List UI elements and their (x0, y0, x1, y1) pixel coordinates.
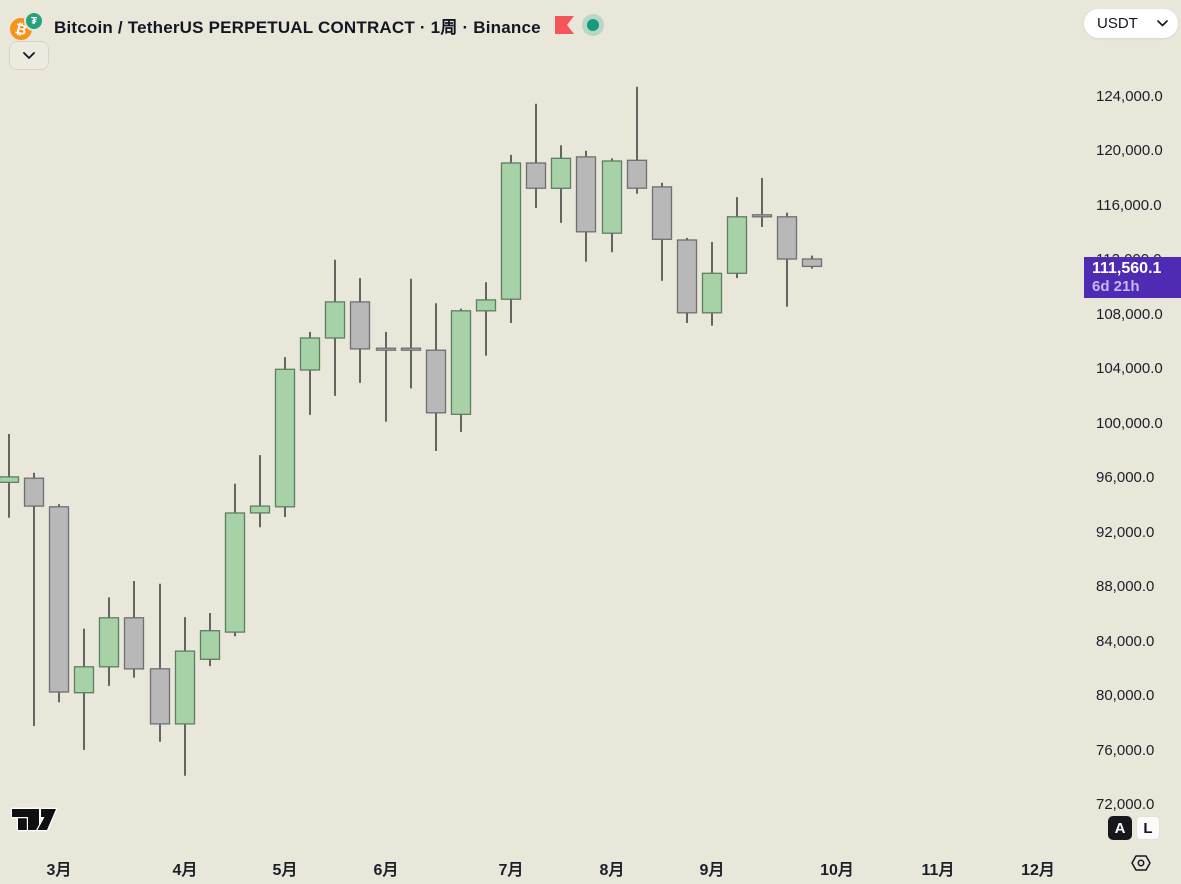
tradingview-logo[interactable] (11, 806, 59, 834)
price-tick-label: 72,000.0 (1096, 796, 1155, 813)
market-status-dot (586, 19, 599, 31)
candle (98, 597, 120, 686)
month-tick-label: 5月 (272, 862, 298, 879)
candle (475, 282, 497, 356)
axis-settings-icon[interactable] (1130, 853, 1152, 873)
candle (575, 150, 597, 262)
candle (525, 103, 547, 208)
price-tick-label: 120,000.0 (1096, 142, 1163, 160)
month-tick-label: 4月 (172, 862, 198, 879)
last-price-countdown-badge: 111,560.1 6d 21h (1084, 257, 1181, 298)
price-tick-label: 76,000.0 (1096, 741, 1155, 759)
candle (73, 628, 95, 750)
candle (400, 278, 422, 389)
candle (224, 483, 246, 637)
candle (299, 331, 321, 415)
month-tick-label: 7月 (498, 862, 524, 879)
price-axis[interactable]: 124,000.0120,000.0116,000.0112,000.0108,… (1080, 0, 1181, 884)
flag-icon[interactable] (554, 16, 574, 34)
symbol-title[interactable]: Bitcoin / TetherUS PERPETUAL CONTRACT · … (54, 17, 541, 37)
month-tick-label: 11月 (921, 862, 955, 879)
candle (701, 242, 723, 326)
chevron-down-icon (1157, 20, 1168, 27)
price-tick-label: 84,000.0 (1096, 632, 1155, 650)
price-tick-label: 92,000.0 (1096, 523, 1155, 541)
log-scale-button[interactable]: L (1136, 816, 1160, 840)
currency-toggle-button[interactable]: USDT (1084, 9, 1178, 38)
month-tick-label: 8月 (599, 862, 625, 879)
time-axis[interactable]: 3月 4月 5月 6月 7月 8月 9月 10月 11月 12月 (0, 845, 1181, 884)
candle (0, 434, 20, 518)
tether-logo-icon: ₮ (24, 11, 44, 31)
month-tick-label: 12月 (1021, 862, 1055, 879)
candle (199, 613, 221, 667)
market-status-icon[interactable] (581, 14, 604, 36)
month-tick-label: 10月 (820, 862, 854, 879)
price-tick-label: 80,000.0 (1096, 687, 1155, 705)
candle (626, 86, 648, 194)
candle (651, 182, 673, 281)
month-tick-label: 3月 (46, 862, 72, 879)
candle (726, 197, 748, 279)
month-tick-label: 6月 (373, 862, 399, 879)
price-tick-label: 124,000.0 (1096, 88, 1163, 105)
candle (375, 331, 397, 422)
collapse-panel-button[interactable] (9, 41, 49, 70)
axis-scale-buttons: A L (1108, 816, 1160, 840)
price-tick-label: 100,000.0 (1096, 414, 1163, 432)
auto-scale-button[interactable]: A (1108, 816, 1132, 840)
candle (425, 303, 447, 451)
currency-label: USDT (1097, 15, 1138, 32)
candle (174, 617, 196, 776)
price-tick-label: 108,000.0 (1096, 305, 1163, 323)
candle (123, 581, 145, 678)
candlestick-series (0, 86, 823, 776)
bar-countdown: 6d 21h (1092, 278, 1140, 295)
candle (23, 472, 45, 726)
chevron-down-icon (23, 52, 35, 59)
candle (776, 212, 798, 307)
symbol-pair-logo: ₿ ₮ (7, 10, 46, 43)
candle (349, 278, 371, 383)
candle (249, 455, 271, 528)
candle (274, 357, 296, 517)
candle (500, 154, 522, 323)
price-tick-label: 104,000.0 (1096, 360, 1163, 378)
last-price-value: 111,560.1 (1092, 260, 1162, 277)
candle (48, 504, 70, 703)
candle (801, 255, 823, 269)
symbol-header: ₿ ₮ Bitcoin / TetherUS PERPETUAL CONTRAC… (7, 10, 604, 43)
candle (676, 237, 698, 323)
candle (751, 178, 773, 227)
price-tick-label: 88,000.0 (1096, 578, 1155, 596)
price-tick-label: 116,000.0 (1096, 196, 1162, 214)
price-tick-label: 96,000.0 (1096, 469, 1155, 487)
month-tick-label: 9月 (699, 862, 725, 879)
candle (601, 158, 623, 253)
candle (550, 145, 572, 223)
candle (149, 583, 171, 742)
candle (324, 259, 346, 396)
candle (450, 308, 472, 432)
